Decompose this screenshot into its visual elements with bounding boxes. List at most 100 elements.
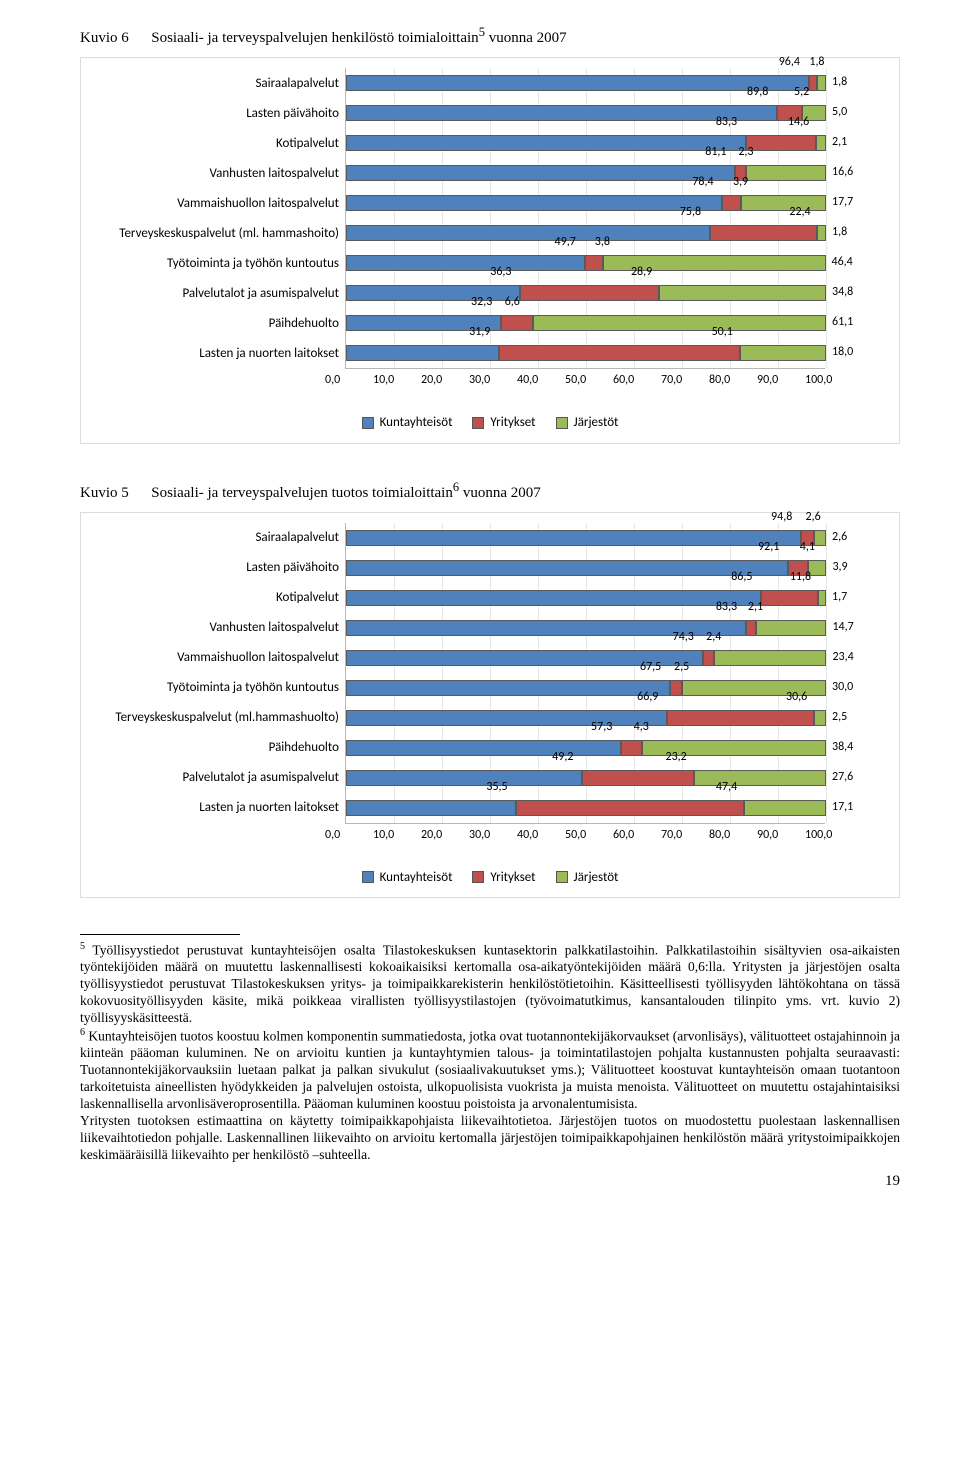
value-label: 3,9 (832, 560, 847, 574)
bar-segment (816, 135, 826, 151)
value-label: 5,0 (832, 105, 847, 119)
row-label: Kotipalvelut (91, 136, 345, 151)
chart-row: Vammaishuollon laitospalvelut74,32,423,4 (91, 643, 889, 673)
row-track: 83,32,114,7 (345, 613, 889, 643)
row-track: 49,73,846,4 (345, 248, 889, 278)
footnote-rule (80, 934, 240, 935)
chart-legend: Kuntayhteisöt Yritykset Järjestöt (91, 870, 889, 888)
value-label: 23,4 (832, 650, 853, 664)
bar-segment (346, 195, 722, 211)
row-label: Työtoiminta ja työhön kuntoutus (91, 680, 345, 695)
value-label: 2,5 (674, 660, 689, 674)
value-label: 31,9 (469, 325, 490, 339)
footnote-5-text: Työllisyystiedot perustuvat kuntayhteisö… (80, 943, 900, 1026)
chart-row: Vammaishuollon laitospalvelut78,43,917,7 (91, 188, 889, 218)
legend-label: Yritykset (490, 870, 535, 885)
chart-row: Lasten ja nuorten laitokset35,547,417,1 (91, 793, 889, 823)
row-label: Terveyskeskuspalvelut (ml. hammashoito) (91, 226, 345, 241)
value-label: 2,6 (832, 530, 847, 544)
value-label: 94,8 (771, 510, 792, 524)
chart-row: Terveyskeskuspalvelut (ml.hammashuolto)6… (91, 703, 889, 733)
legend-swatch (362, 871, 374, 883)
row-label: Päihdehuolto (91, 316, 345, 331)
x-tick: 10,0 (373, 828, 394, 842)
legend-swatch (472, 871, 484, 883)
chart-row: Sairaalapalvelut96,41,81,8 (91, 68, 889, 98)
row-label: Kotipalvelut (91, 590, 345, 605)
value-label: 32,3 (471, 295, 492, 309)
value-label: 35,5 (486, 780, 507, 794)
value-label: 96,4 (779, 55, 800, 69)
legend-label: Järjestöt (574, 415, 619, 430)
row-label: Vanhusten laitospalvelut (91, 620, 345, 635)
value-label: 1,8 (832, 225, 847, 239)
row-track: 32,36,661,1 (345, 308, 889, 338)
x-tick: 40,0 (517, 373, 538, 387)
bar-segment (501, 315, 533, 331)
legend-item: Kuntayhteisöt (362, 870, 453, 885)
row-label: Vammaishuollon laitospalvelut (91, 196, 345, 211)
bar-segment (582, 770, 693, 786)
value-label: 14,7 (832, 620, 853, 634)
value-label: 47,4 (716, 780, 737, 794)
value-label: 2,6 (806, 510, 821, 524)
value-label: 78,4 (692, 175, 713, 189)
row-track: 67,52,530,0 (345, 673, 889, 703)
bar-segment (499, 345, 739, 361)
value-label: 66,9 (637, 690, 658, 704)
value-label: 23,2 (666, 750, 687, 764)
row-label: Päihdehuolto (91, 740, 345, 755)
x-tick: 90,0 (757, 828, 778, 842)
figure2-title-text: Sosiaali- ja terveyspalvelujen tuotos to… (151, 485, 453, 501)
bar-segment (346, 770, 582, 786)
chart-legend: Kuntayhteisöt Yritykset Järjestöt (91, 415, 889, 433)
value-label: 22,4 (789, 205, 810, 219)
value-label: 16,6 (832, 165, 853, 179)
footnote-6b: Yritysten tuotoksen estimaattina on käyt… (80, 1113, 900, 1164)
value-label: 11,8 (790, 570, 811, 584)
value-label: 5,2 (794, 85, 809, 99)
value-label: 1,8 (809, 55, 824, 69)
value-label: 2,4 (706, 630, 721, 644)
value-label: 83,3 (716, 115, 737, 129)
bar-segment (659, 285, 826, 301)
value-label: 27,6 (832, 770, 853, 784)
value-label: 3,9 (733, 175, 748, 189)
footnotes: 5 Työllisyystiedot perustuvat kuntayhtei… (80, 941, 900, 1163)
legend-label: Yritykset (490, 415, 535, 430)
bar-segment (746, 620, 756, 636)
x-tick: 80,0 (709, 828, 730, 842)
row-label: Lasten ja nuorten laitokset (91, 800, 345, 815)
value-label: 17,1 (832, 800, 853, 814)
x-tick: 40,0 (517, 828, 538, 842)
value-label: 50,1 (712, 325, 733, 339)
value-label: 17,7 (832, 195, 853, 209)
value-label: 61,1 (832, 315, 853, 329)
bar-segment (746, 165, 826, 181)
row-track: 66,930,62,5 (345, 703, 889, 733)
value-label: 2,1 (832, 135, 847, 149)
x-tick: 20,0 (421, 828, 442, 842)
legend-item: Kuntayhteisöt (362, 415, 453, 430)
x-tick: 70,0 (661, 373, 682, 387)
x-tick: 70,0 (661, 828, 682, 842)
figure2-after: vuonna 2007 (459, 485, 541, 501)
bar-segment (346, 255, 585, 271)
x-tick: 30,0 (469, 373, 490, 387)
bar-segment (346, 285, 520, 301)
x-tick: 80,0 (709, 373, 730, 387)
bar-segment (710, 225, 818, 241)
bar-segment (346, 560, 788, 576)
value-label: 49,7 (555, 235, 576, 249)
legend-item: Järjestöt (556, 870, 619, 885)
value-label: 36,3 (490, 265, 511, 279)
legend-swatch (472, 417, 484, 429)
row-label: Vammaishuollon laitospalvelut (91, 650, 345, 665)
legend-label: Järjestöt (574, 870, 619, 885)
row-track: 86,511,81,7 (345, 583, 889, 613)
bar-segment (346, 165, 735, 181)
document-page: Kuvio 6 Sosiaali- ja terveyspalvelujen h… (0, 0, 960, 1220)
footnote-6-text: Kuntayhteisöjen tuotos koostuu kolmen ko… (80, 1028, 900, 1111)
bar-segment (818, 590, 826, 606)
row-label: Sairaalapalvelut (91, 76, 345, 91)
